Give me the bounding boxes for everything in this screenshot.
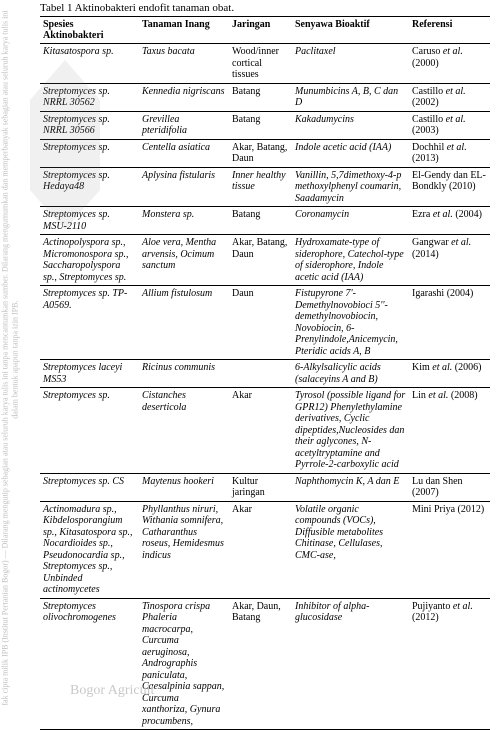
table-header-row: Spesies Aktinobakteri Tanaman Inang Jari… [40, 17, 490, 44]
cell-jaringan: Akar [229, 501, 292, 598]
cell-senyawa: Naphthomycin K, A dan E [292, 473, 409, 501]
table-row: Streptomyces laceyi MS53Ricinus communis… [40, 360, 490, 388]
cell-tanaman: Centella asiatica [139, 139, 229, 167]
cell-jaringan: Wood/inner cortical tissues [229, 44, 292, 84]
cell-jaringan: Daun [229, 286, 292, 360]
header-jaringan: Jaringan [229, 17, 292, 44]
cell-spesies: Actinopolyspora sp., Micromonospora sp.,… [40, 235, 139, 286]
table-row: Streptomyces sp. NRRL 30562Kennedia nigr… [40, 83, 490, 111]
cell-jaringan: Inner healthy tissue [229, 167, 292, 207]
cell-ref: Kim et al. (2006) [409, 360, 490, 388]
header-spesies: Spesies Aktinobakteri [40, 17, 139, 44]
cell-spesies: Streptomyces sp. [40, 388, 139, 474]
cell-jaringan: Kultur jaringan [229, 473, 292, 501]
cell-senyawa: Paclitaxel [292, 44, 409, 84]
cell-ref: Mini Priya (2012) [409, 501, 490, 598]
table-row: Streptomyces olivochromogenesTinospora c… [40, 598, 490, 730]
cell-senyawa: 6-Alkylsalicylic acids (salaceyins A and… [292, 360, 409, 388]
cell-spesies: Actinomadura sp., Kibdelosporangium sp.,… [40, 501, 139, 598]
cell-tanaman: Tinospora crispa Phaleria macrocarpa, Cu… [139, 598, 229, 730]
cell-jaringan: Akar, Daun, Batang [229, 598, 292, 730]
cell-ref: Castillo et al. (2003) [409, 111, 490, 139]
cell-spesies: Streptomyces sp. Hedaya48 [40, 167, 139, 207]
cell-ref: Igarashi (2004) [409, 286, 490, 360]
cell-senyawa: Hydroxamate-type of siderophore, Catecho… [292, 235, 409, 286]
cell-jaringan: Batang [229, 111, 292, 139]
cell-senyawa: Tyrosol (possible ligand for GPR12) Phen… [292, 388, 409, 474]
table-row: Streptomyces sp. MSU-2110Monstera sp.Bat… [40, 207, 490, 235]
cell-ref: Pujiyanto et al. (2012) [409, 598, 490, 730]
cell-ref: Dochhil et al. (2013) [409, 139, 490, 167]
cell-spesies: Streptomyces sp. [40, 139, 139, 167]
header-senyawa: Senyawa Bioaktif [292, 17, 409, 44]
table-row: Streptomyces sp.Centella asiaticaAkar, B… [40, 139, 490, 167]
cell-senyawa: Vanillin, 5,7dimethoxy-4-p methoxylpheny… [292, 167, 409, 207]
cell-spesies: Streptomyces sp. NRRL 30566 [40, 111, 139, 139]
cell-ref: Lu dan Shen (2007) [409, 473, 490, 501]
cell-tanaman: Aplysina fistularis [139, 167, 229, 207]
cell-ref: El-Gendy dan EL-Bondkly (2010) [409, 167, 490, 207]
cell-spesies: Streptomyces sp. MSU-2110 [40, 207, 139, 235]
cell-senyawa: Kakadumycins [292, 111, 409, 139]
cell-ref: Lin et al. (2008) [409, 388, 490, 474]
cell-jaringan: Akar, Batang, Daun [229, 139, 292, 167]
cell-ref: Caruso et al. (2000) [409, 44, 490, 84]
cell-spesies: Kitasatospora sp. [40, 44, 139, 84]
cell-spesies: Streptomyces sp. TP-A0569. [40, 286, 139, 360]
cell-senyawa: Coronamycin [292, 207, 409, 235]
cell-senyawa: Fistupyrone 7'-Demethylnovobioci 5''-dem… [292, 286, 409, 360]
cell-jaringan: Akar, Batang, Daun [229, 235, 292, 286]
table-row: Streptomyces sp. CSMaytenus hookeriKultu… [40, 473, 490, 501]
cell-senyawa: Munumbicins A, B, C dan D [292, 83, 409, 111]
cell-tanaman: Ricinus communis [139, 360, 229, 388]
table-row: Streptomyces sp.Cistanches deserticolaAk… [40, 388, 490, 474]
cell-ref: Castillo et al. (2002) [409, 83, 490, 111]
table-row: Streptomyces sp. Hedaya48Aplysina fistul… [40, 167, 490, 207]
cell-tanaman: Aloe vera, Mentha arvensis, Ocimum sanct… [139, 235, 229, 286]
cell-tanaman: Kennedia nigriscans [139, 83, 229, 111]
cell-tanaman: Allium fistulosum [139, 286, 229, 360]
cell-spesies: Streptomyces sp. NRRL 30562 [40, 83, 139, 111]
table-row: Actinopolyspora sp., Micromonospora sp.,… [40, 235, 490, 286]
cell-tanaman: Phyllanthus niruri, Withania somnifera, … [139, 501, 229, 598]
cell-ref: Gangwar et al. (2014) [409, 235, 490, 286]
cell-tanaman: Grevillea pteridifolia [139, 111, 229, 139]
watermark-side-text: Hak cipta milik IPB (Institut Pertanian … [0, 10, 19, 705]
table-row: Streptomyces sp. NRRL 30566Grevillea pte… [40, 111, 490, 139]
cell-ref: Ezra et al. (2004) [409, 207, 490, 235]
cell-senyawa: Volatile organic compounds (VOCs), Diffu… [292, 501, 409, 598]
cell-tanaman: Taxus bacata [139, 44, 229, 84]
cell-tanaman: Monstera sp. [139, 207, 229, 235]
table-row: Streptomyces sp. TP-A0569.Allium fistulo… [40, 286, 490, 360]
table-row: Actinomadura sp., Kibdelosporangium sp.,… [40, 501, 490, 598]
cell-tanaman: Cistanches deserticola [139, 388, 229, 474]
header-tanaman: Tanaman Inang [139, 17, 229, 44]
cell-jaringan: Batang [229, 83, 292, 111]
watermark-bottom-text: Bogor Agricult [70, 683, 154, 699]
cell-spesies: Streptomyces olivochromogenes [40, 598, 139, 730]
header-ref: Referensi [409, 17, 490, 44]
cell-senyawa: Inhibitor of alpha-glucosidase [292, 598, 409, 730]
data-table: Spesies Aktinobakteri Tanaman Inang Jari… [40, 16, 490, 730]
table-row: Kitasatospora sp.Taxus bacataWood/inner … [40, 44, 490, 84]
cell-tanaman: Maytenus hookeri [139, 473, 229, 501]
cell-senyawa: Indole acetic acid (IAA) [292, 139, 409, 167]
cell-spesies: Streptomyces sp. CS [40, 473, 139, 501]
cell-jaringan [229, 360, 292, 388]
cell-spesies: Streptomyces laceyi MS53 [40, 360, 139, 388]
cell-jaringan: Batang [229, 207, 292, 235]
cell-jaringan: Akar [229, 388, 292, 474]
table-caption: Tabel 1 Aktinobakteri endofit tanaman ob… [40, 0, 490, 16]
